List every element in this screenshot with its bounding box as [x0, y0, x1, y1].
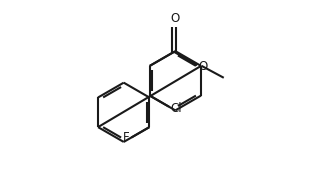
Text: O: O [170, 12, 180, 25]
Text: O: O [198, 60, 207, 73]
Text: Cl: Cl [170, 102, 182, 115]
Text: F: F [123, 131, 130, 144]
